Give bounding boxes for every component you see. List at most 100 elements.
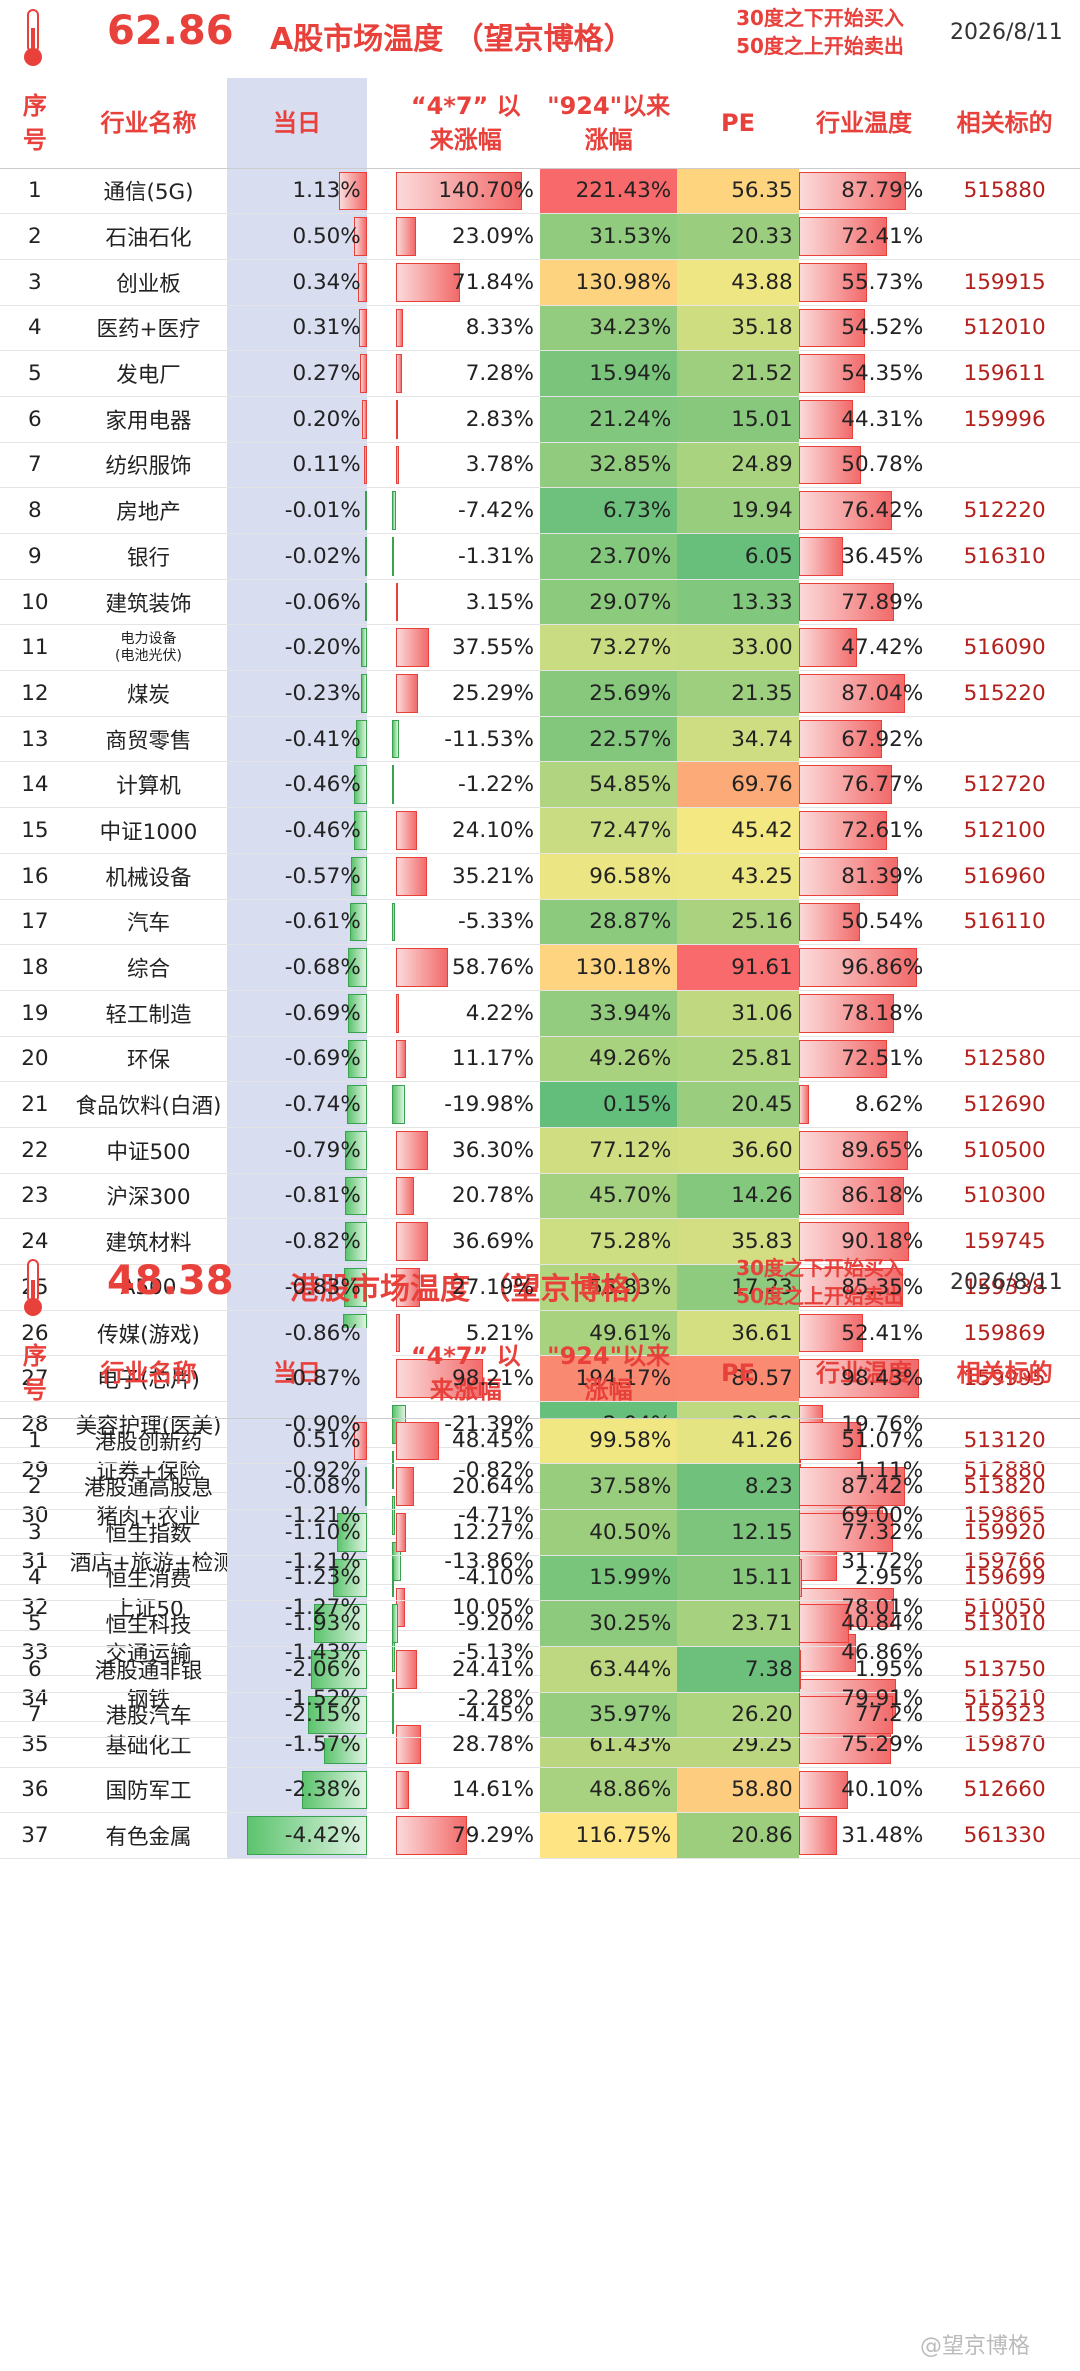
row-spacer	[366, 716, 392, 763]
row-pe: 25.16	[677, 899, 799, 946]
day-change-bar	[364, 537, 367, 576]
row-seq: 2	[0, 213, 70, 260]
row-spacer	[366, 899, 392, 946]
gain-47-bar	[395, 856, 428, 896]
row-temperature: 86.18%	[798, 1173, 930, 1220]
row-gain-47: -7.42%	[391, 487, 540, 534]
row-spacer	[366, 624, 392, 672]
row-gain-924: 99.58%	[540, 1418, 678, 1465]
row-target: 510300	[929, 1173, 1080, 1220]
row-target: 515880	[929, 168, 1080, 215]
row-day-change: -0.68%	[227, 944, 367, 991]
row-spacer	[366, 259, 392, 306]
row-gain-924: 29.07%	[540, 579, 678, 626]
row-target	[929, 716, 1080, 763]
row-name: 港股通非银	[69, 1646, 228, 1693]
day-change-bar	[354, 217, 367, 256]
row-day-change: -1.93%	[227, 1600, 367, 1647]
row-pe: 31.06	[677, 990, 799, 1037]
table-row: 6 港股通非银 -2.06% 24.41% 63.44% 7.38 1.95% 513750	[0, 1646, 1080, 1693]
row-pe: 91.61	[677, 944, 799, 991]
day-change-bar	[348, 993, 367, 1033]
row-name: 综合	[69, 944, 228, 991]
row-spacer	[366, 944, 392, 991]
row-name: 创业板	[69, 259, 228, 306]
row-day-change: 1.13%	[227, 168, 367, 215]
row-name: 房地产	[69, 487, 228, 534]
row-name: 中证1000	[69, 807, 228, 854]
row-temperature: 72.61%	[798, 807, 930, 854]
table-row: 12 煤炭 -0.23% 25.29% 25.69% 21.35 87.04% 515220	[0, 670, 1080, 717]
gain-47-bar	[395, 1512, 407, 1552]
row-gain-47: 2.83%	[391, 396, 540, 443]
row-name: 商贸零售	[69, 716, 228, 763]
row-gain-47: 35.21%	[391, 853, 540, 900]
row-pe: 45.42	[677, 807, 799, 854]
row-gain-924: 22.57%	[540, 716, 678, 763]
temperature-bar	[798, 308, 866, 348]
row-name: 沪深300	[69, 1173, 228, 1220]
row-gain-924: 72.47%	[540, 807, 678, 854]
gain-47-bar	[391, 491, 397, 530]
row-temperature: 40.10%	[798, 1767, 930, 1814]
column-header-g924: "924"以来 涨幅	[540, 1328, 678, 1419]
row-day-change: 0.50%	[227, 213, 367, 260]
row-target: 510500	[929, 1127, 1080, 1174]
column-header-g924: "924"以来 涨幅	[540, 78, 678, 169]
row-spacer	[366, 1418, 392, 1465]
row-target: 159745	[929, 1218, 1080, 1265]
column-header-name: 行业名称	[69, 1328, 228, 1419]
row-spacer	[366, 1463, 392, 1510]
row-spacer	[366, 990, 392, 1037]
row-seq: 20	[0, 1036, 70, 1083]
row-spacer	[366, 487, 392, 534]
column-header-pe: PE	[677, 78, 799, 169]
row-pe: 58.80	[677, 1767, 799, 1814]
row-gain-924: 23.70%	[540, 533, 678, 580]
row-gain-47: 20.64%	[391, 1463, 540, 1510]
row-spacer	[366, 305, 392, 352]
temperature-bar	[798, 1512, 894, 1552]
row-seq: 37	[0, 1812, 70, 1859]
temperature-bar	[798, 445, 861, 485]
row-name: 煤炭	[69, 670, 228, 717]
temperature-bar	[798, 811, 888, 850]
temperature-bar	[798, 1130, 909, 1170]
row-gain-47: 36.69%	[391, 1218, 540, 1265]
gain-47-bar	[391, 537, 394, 576]
row-spacer	[366, 1812, 392, 1859]
row-name: 汽车	[69, 899, 228, 946]
row-gain-47: 48.45%	[391, 1418, 540, 1465]
sell-rule: 50度之上开始卖出	[736, 1284, 904, 1308]
row-seq: 4	[0, 305, 70, 352]
row-day-change: -0.82%	[227, 1218, 367, 1265]
thermometer-icon	[24, 1259, 42, 1316]
row-gain-47: -4.10%	[391, 1555, 540, 1602]
row-gain-924: 75.28%	[540, 1218, 678, 1265]
table-row: 4 医药+医疗 0.31% 8.33% 34.23% 35.18 54.52% 512010	[0, 305, 1080, 352]
row-pe: 15.01	[677, 396, 799, 443]
row-spacer	[366, 533, 392, 580]
a-share-header: 62.86 A股市场温度 （望京博格） 30度之下开始买入 50度之上开始卖出 …	[0, 0, 1080, 72]
a-share-section: 62.86 A股市场温度 （望京博格） 30度之下开始买入 50度之上开始卖出 …	[0, 0, 1080, 1859]
row-gain-924: 130.18%	[540, 944, 678, 991]
row-gain-924: 21.24%	[540, 396, 678, 443]
column-header-g47: “4*7” 以 来涨幅	[391, 78, 540, 169]
row-gain-47: 20.78%	[391, 1173, 540, 1220]
row-name: 家用电器	[69, 396, 228, 443]
column-header-target: 相关标的	[929, 1328, 1080, 1419]
row-name: 石油石化	[69, 213, 228, 260]
row-gain-47: 3.78%	[391, 442, 540, 489]
row-seq: 10	[0, 579, 70, 626]
row-seq: 1	[0, 1418, 70, 1465]
row-seq: 7	[0, 1692, 70, 1739]
day-change-bar	[302, 1770, 367, 1810]
row-gain-47: -4.45%	[391, 1692, 540, 1739]
row-gain-47: 3.15%	[391, 579, 540, 626]
column-header-pe: PE	[677, 1328, 799, 1419]
day-change-bar	[360, 674, 367, 713]
buy-rule: 30度之下开始买入	[736, 1256, 904, 1280]
row-temperature: 50.78%	[798, 442, 930, 489]
row-name: 机械设备	[69, 853, 228, 900]
row-day-change: -2.38%	[227, 1767, 367, 1814]
